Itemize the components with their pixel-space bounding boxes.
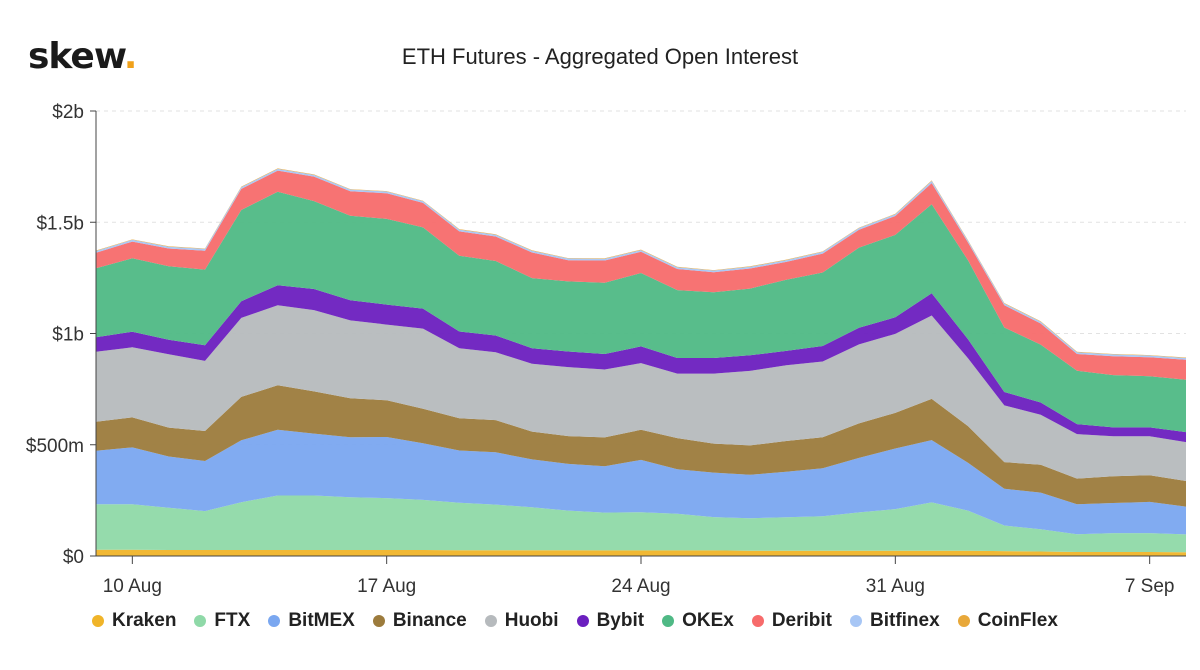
series-area-okex	[96, 191, 1186, 433]
legend-swatch	[850, 615, 862, 627]
legend-label: Binance	[392, 610, 467, 631]
legend-swatch	[268, 615, 281, 627]
series-area-bybit	[96, 285, 1186, 443]
legend-item-deribit[interactable]: Deribit	[751, 610, 832, 632]
series-area-kraken	[96, 549, 1186, 556]
legend-item-ftx[interactable]: FTX	[194, 610, 250, 632]
series-area-bitmex	[96, 429, 1186, 535]
y-tick-label: $500m	[26, 436, 84, 457]
legend-swatch	[576, 615, 589, 627]
legend-swatch	[957, 615, 970, 627]
x-tick-label: 7 Sep	[1125, 576, 1175, 597]
legend-item-bitfinex[interactable]: Bitfinex	[850, 610, 940, 632]
legend-swatch	[751, 615, 764, 627]
series-area-huobi	[96, 305, 1186, 481]
x-tick-label: 31 Aug	[866, 576, 925, 597]
legend-label: CoinFlex	[977, 610, 1058, 631]
legend-label: Bitfinex	[870, 610, 940, 631]
series-area-binance	[96, 385, 1186, 507]
legend-label: FTX	[214, 610, 251, 631]
y-tick-label: $2b	[52, 102, 84, 123]
legend-item-kraken[interactable]: Kraken	[92, 610, 176, 632]
skew-logo: skew.	[28, 36, 137, 77]
legend-label: BitMEX	[288, 610, 355, 631]
legend-item-huobi[interactable]: Huobi	[484, 610, 559, 632]
chart-legend: Kraken FTX BitMEX Binance Huobi Bybit OKEx Deri…	[92, 610, 1058, 632]
legend-label: Kraken	[112, 610, 177, 631]
legend-label: Deribit	[771, 610, 832, 631]
legend-item-coinflex[interactable]: CoinFlex	[957, 610, 1058, 632]
y-tick-label: $1b	[52, 325, 84, 346]
legend-swatch	[662, 615, 675, 627]
legend-item-bitmex[interactable]: BitMEX	[268, 610, 355, 632]
legend-item-okex[interactable]: OKEx	[662, 610, 734, 632]
series-area-deribit	[96, 170, 1186, 380]
legend-swatch	[92, 615, 104, 627]
legend-swatch	[484, 615, 497, 627]
x-tick-label: 24 Aug	[611, 576, 670, 597]
x-tick-label: 10 Aug	[103, 576, 162, 597]
chart-title: ETH Futures - Aggregated Open Interest	[401, 44, 799, 69]
x-tick-label: 17 Aug	[357, 576, 416, 597]
legend-label: Bybit	[596, 610, 645, 631]
legend-label: Huobi	[504, 610, 559, 631]
legend-item-binance[interactable]: Binance	[372, 610, 467, 632]
legend-item-bybit[interactable]: Bybit	[576, 610, 645, 632]
y-tick-label: $1.5b	[36, 213, 84, 234]
open-interest-chart: $0 $500m $1b $1.5b $2b 10 Aug 17 Aug 24 Aug 31 A…	[26, 102, 1186, 597]
legend-swatch	[194, 615, 207, 627]
legend-swatch	[372, 615, 385, 627]
series-area-ftx	[96, 495, 1186, 553]
legend-label: OKEx	[682, 610, 734, 631]
y-tick-label: $0	[63, 547, 84, 568]
